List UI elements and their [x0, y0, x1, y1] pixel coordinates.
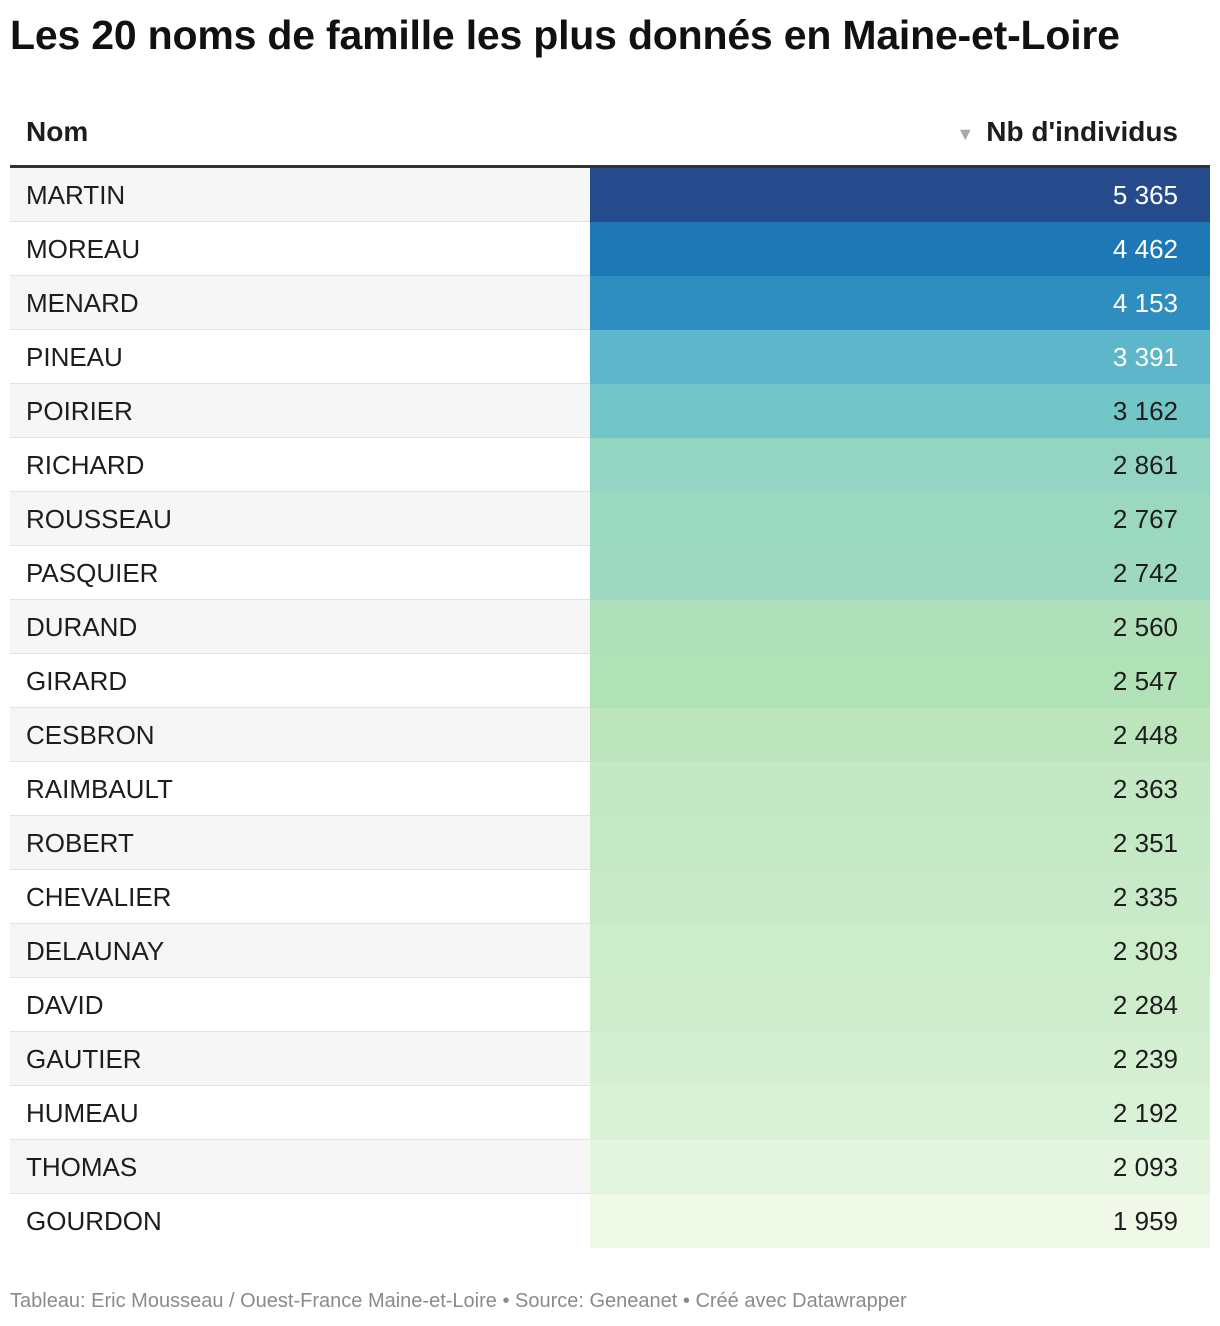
table-row: CHEVALIER 2 335 [10, 870, 1210, 924]
table-row: DAVID 2 284 [10, 978, 1210, 1032]
row-name: GAUTIER [26, 1044, 142, 1074]
column-header-value-label: Nb d'individus [986, 116, 1178, 147]
table-row: GIRARD 2 547 [10, 654, 1210, 708]
table-row: RAIMBAULT 2 363 [10, 762, 1210, 816]
row-value: 2 861 [590, 438, 1210, 492]
row-name: THOMAS [26, 1152, 138, 1182]
row-name: MENARD [26, 288, 139, 318]
row-value: 5 365 [590, 168, 1210, 222]
row-name: PASQUIER [26, 558, 159, 588]
sort-descending-icon[interactable]: ▼ [956, 123, 975, 144]
row-value: 2 239 [590, 1032, 1210, 1086]
row-value: 2 363 [590, 762, 1210, 816]
names-table: Nom ▼ Nb d'individus MARTIN 5 365 MOREAU 4 … [10, 100, 1210, 1248]
row-value: 4 462 [590, 222, 1210, 276]
table-row: GAUTIER 2 239 [10, 1032, 1210, 1086]
row-value: 3 162 [590, 384, 1210, 438]
row-name: DELAUNAY [26, 936, 165, 966]
table-row: CESBRON 2 448 [10, 708, 1210, 762]
column-header-name[interactable]: Nom [26, 116, 89, 147]
row-name: HUMEAU [26, 1098, 139, 1128]
row-name: POIRIER [26, 396, 133, 426]
table-row: POIRIER 3 162 [10, 384, 1210, 438]
row-value: 2 448 [590, 708, 1210, 762]
row-value: 4 153 [590, 276, 1210, 330]
row-value: 2 547 [590, 654, 1210, 708]
table-row: ROBERT 2 351 [10, 816, 1210, 870]
table-row: RICHARD 2 861 [10, 438, 1210, 492]
row-name: DURAND [26, 612, 138, 642]
table-row: MARTIN 5 365 [10, 168, 1210, 222]
row-name: GIRARD [26, 666, 128, 696]
row-value: 2 742 [590, 546, 1210, 600]
table-row: MOREAU 4 462 [10, 222, 1210, 276]
row-value: 2 560 [590, 600, 1210, 654]
table-body: MARTIN 5 365 MOREAU 4 462 MENARD 4 153 PINEAU 3… [10, 168, 1210, 1248]
table-row: PASQUIER 2 742 [10, 546, 1210, 600]
table-header: Nom ▼ Nb d'individus [10, 100, 1210, 168]
row-name: MOREAU [26, 234, 141, 264]
row-value: 2 284 [590, 978, 1210, 1032]
row-name: DAVID [26, 990, 104, 1020]
row-value: 2 767 [590, 492, 1210, 546]
row-value: 2 192 [590, 1086, 1210, 1140]
row-name: MARTIN [26, 180, 126, 210]
table-row: PINEAU 3 391 [10, 330, 1210, 384]
table-row: MENARD 4 153 [10, 276, 1210, 330]
row-name: CHEVALIER [26, 882, 172, 912]
row-name: ROBERT [26, 828, 134, 858]
table-row: DURAND 2 560 [10, 600, 1210, 654]
table-row: DELAUNAY 2 303 [10, 924, 1210, 978]
row-name: GOURDON [26, 1206, 162, 1236]
row-value: 2 351 [590, 816, 1210, 870]
row-name: PINEAU [26, 342, 123, 372]
row-value: 2 303 [590, 924, 1210, 978]
row-value: 2 335 [590, 870, 1210, 924]
row-name: RICHARD [26, 450, 145, 480]
table-row: ROUSSEAU 2 767 [10, 492, 1210, 546]
chart-title: Les 20 noms de famille les plus donnés e… [10, 12, 1120, 58]
row-value: 3 391 [590, 330, 1210, 384]
table-row: GOURDON 1 959 [10, 1194, 1210, 1248]
row-name: ROUSSEAU [26, 504, 172, 534]
row-name: RAIMBAULT [26, 774, 173, 804]
row-value: 1 959 [590, 1194, 1210, 1248]
source-footer: Tableau: Eric Mousseau / Ouest-France Ma… [10, 1290, 907, 1312]
column-header-value[interactable]: ▼ Nb d'individus [956, 116, 1178, 148]
row-name: CESBRON [26, 720, 155, 750]
table-row: HUMEAU 2 192 [10, 1086, 1210, 1140]
table-row: THOMAS 2 093 [10, 1140, 1210, 1194]
row-value: 2 093 [590, 1140, 1210, 1194]
